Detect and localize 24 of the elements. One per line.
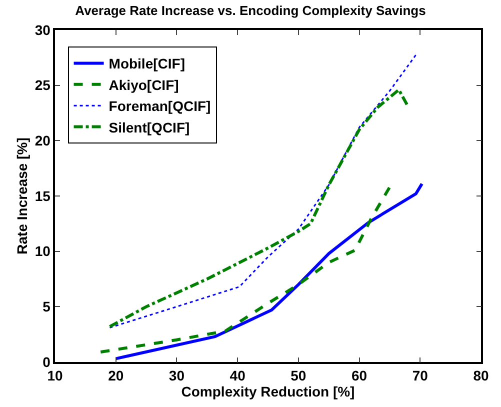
y-tick-label: 20 bbox=[34, 132, 51, 149]
x-tick-label: 50 bbox=[290, 368, 306, 384]
y-tick-label: 30 bbox=[34, 22, 51, 38]
legend-label: Akiyo[CIF] bbox=[108, 76, 179, 93]
legend-label: Silent[QCIF] bbox=[108, 119, 190, 136]
x-tick-label: 20 bbox=[108, 368, 124, 384]
x-axis-title: Complexity Reduction [%] bbox=[181, 384, 355, 400]
chart-title: Average Rate Increase vs. Encoding Complexity Savings bbox=[75, 3, 426, 18]
x-tick-label: 40 bbox=[230, 368, 246, 384]
y-tick-label: 5 bbox=[42, 298, 51, 315]
line-series bbox=[114, 182, 424, 360]
y-tick-label: 0 bbox=[42, 354, 51, 370]
legend-label: Foreman[QCIF] bbox=[108, 98, 211, 114]
y-tick-label: 25 bbox=[34, 77, 51, 94]
y-tick-label: 10 bbox=[34, 243, 51, 260]
x-tick-label: 70 bbox=[412, 368, 428, 384]
y-tick-label: 15 bbox=[34, 188, 51, 204]
x-tick-label: 60 bbox=[352, 368, 368, 384]
x-tick-label: 80 bbox=[473, 368, 489, 384]
line-series bbox=[99, 186, 392, 354]
line-series bbox=[109, 52, 418, 328]
legend-label: Mobile[CIF] bbox=[108, 56, 185, 72]
x-tick-label: 30 bbox=[168, 368, 185, 384]
y-axis-title: Rate Increase [%] bbox=[14, 138, 30, 254]
